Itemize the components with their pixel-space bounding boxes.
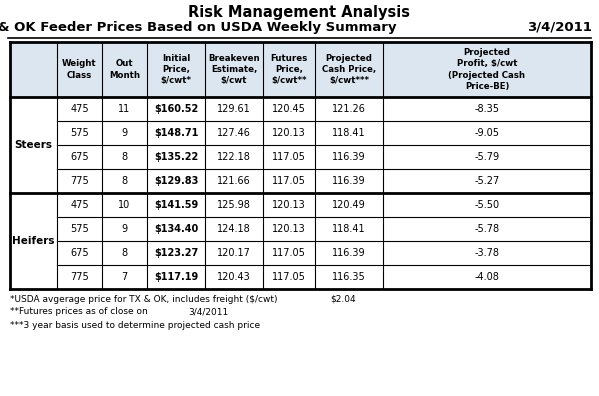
Text: 575: 575 bbox=[70, 224, 89, 234]
Text: Breakeven
Estimate,
$/cwt: Breakeven Estimate, $/cwt bbox=[208, 54, 260, 85]
Text: 121.66: 121.66 bbox=[217, 176, 251, 186]
Text: 475: 475 bbox=[70, 200, 89, 210]
Text: $2.04: $2.04 bbox=[330, 295, 356, 303]
Text: -9.05: -9.05 bbox=[474, 128, 500, 138]
Text: Projected
Profit, $/cwt
(Projected Cash
Price-BE): Projected Profit, $/cwt (Projected Cash … bbox=[449, 48, 525, 91]
Text: 7: 7 bbox=[122, 272, 128, 282]
Text: 10: 10 bbox=[119, 200, 131, 210]
Text: 116.39: 116.39 bbox=[332, 152, 366, 162]
Text: $141.59: $141.59 bbox=[154, 200, 198, 210]
Text: $134.40: $134.40 bbox=[154, 224, 198, 234]
Text: **Futures prices as of close on: **Futures prices as of close on bbox=[10, 308, 148, 316]
Text: 118.41: 118.41 bbox=[332, 224, 366, 234]
Text: 116.35: 116.35 bbox=[332, 272, 366, 282]
Text: 475: 475 bbox=[70, 104, 89, 114]
Text: $148.71: $148.71 bbox=[154, 128, 198, 138]
Text: 120.49: 120.49 bbox=[332, 200, 366, 210]
Text: 8: 8 bbox=[122, 152, 128, 162]
Text: 129.61: 129.61 bbox=[217, 104, 251, 114]
Text: 120.45: 120.45 bbox=[272, 104, 306, 114]
Text: 675: 675 bbox=[70, 152, 89, 162]
Text: 117.05: 117.05 bbox=[272, 272, 306, 282]
Text: 9: 9 bbox=[122, 128, 128, 138]
Text: 8: 8 bbox=[122, 176, 128, 186]
Text: 3/4/2011: 3/4/2011 bbox=[188, 308, 228, 316]
Bar bbox=[10, 241, 591, 265]
Text: $135.22: $135.22 bbox=[154, 152, 198, 162]
Text: $123.27: $123.27 bbox=[154, 248, 198, 258]
Text: 775: 775 bbox=[70, 272, 89, 282]
Text: $117.19: $117.19 bbox=[154, 272, 198, 282]
Text: $160.52: $160.52 bbox=[154, 104, 198, 114]
Text: 118.41: 118.41 bbox=[332, 128, 366, 138]
Text: 116.39: 116.39 bbox=[332, 176, 366, 186]
Text: 9: 9 bbox=[122, 224, 128, 234]
Text: 120.43: 120.43 bbox=[217, 272, 251, 282]
Text: -5.50: -5.50 bbox=[474, 200, 500, 210]
Bar bbox=[10, 97, 591, 121]
Bar bbox=[10, 217, 591, 241]
Text: Initial
Price,
$/cwt*: Initial Price, $/cwt* bbox=[161, 54, 192, 85]
Bar bbox=[10, 121, 591, 145]
Bar bbox=[10, 193, 591, 217]
Bar bbox=[10, 145, 591, 169]
Text: 3/4/2011: 3/4/2011 bbox=[528, 21, 592, 34]
Text: -5.78: -5.78 bbox=[474, 224, 500, 234]
Text: -8.35: -8.35 bbox=[474, 104, 500, 114]
Text: 117.05: 117.05 bbox=[272, 176, 306, 186]
Text: Heifers: Heifers bbox=[12, 236, 55, 246]
Text: Futures
Price,
$/cwt**: Futures Price, $/cwt** bbox=[270, 54, 308, 85]
Text: 8: 8 bbox=[122, 248, 128, 258]
Text: *USDA avgerage price for TX & OK, includes freight ($/cwt): *USDA avgerage price for TX & OK, includ… bbox=[10, 295, 277, 303]
Text: -3.78: -3.78 bbox=[474, 248, 500, 258]
Text: 675: 675 bbox=[70, 248, 89, 258]
Text: 575: 575 bbox=[70, 128, 89, 138]
Text: 120.17: 120.17 bbox=[217, 248, 251, 258]
Text: -4.08: -4.08 bbox=[474, 272, 500, 282]
Text: 117.05: 117.05 bbox=[272, 152, 306, 162]
Text: 127.46: 127.46 bbox=[217, 128, 251, 138]
Text: Risk Management Analysis: Risk Management Analysis bbox=[188, 6, 410, 21]
Text: -5.79: -5.79 bbox=[474, 152, 500, 162]
Text: 120.13: 120.13 bbox=[272, 200, 306, 210]
Text: 125.98: 125.98 bbox=[217, 200, 251, 210]
Text: Steers: Steers bbox=[14, 140, 53, 150]
Text: $129.83: $129.83 bbox=[154, 176, 198, 186]
Text: 120.13: 120.13 bbox=[272, 224, 306, 234]
Text: 775: 775 bbox=[70, 176, 89, 186]
Bar bbox=[10, 42, 591, 97]
Text: ***3 year basis used to determine projected cash price: ***3 year basis used to determine projec… bbox=[10, 320, 260, 329]
Text: 117.05: 117.05 bbox=[272, 248, 306, 258]
Text: 116.39: 116.39 bbox=[332, 248, 366, 258]
Text: -5.27: -5.27 bbox=[474, 176, 500, 186]
Text: Projected
Cash Price,
$/cwt***: Projected Cash Price, $/cwt*** bbox=[322, 54, 376, 85]
Text: Weight
Class: Weight Class bbox=[62, 59, 97, 80]
Text: 11: 11 bbox=[119, 104, 131, 114]
Text: TX & OK Feeder Prices Based on USDA Weekly Summary: TX & OK Feeder Prices Based on USDA Week… bbox=[0, 21, 397, 34]
Text: 122.18: 122.18 bbox=[217, 152, 251, 162]
Bar bbox=[10, 265, 591, 289]
Text: 121.26: 121.26 bbox=[332, 104, 366, 114]
Text: Out
Month: Out Month bbox=[109, 59, 140, 80]
Bar bbox=[10, 169, 591, 193]
Text: 124.18: 124.18 bbox=[217, 224, 251, 234]
Text: 120.13: 120.13 bbox=[272, 128, 306, 138]
